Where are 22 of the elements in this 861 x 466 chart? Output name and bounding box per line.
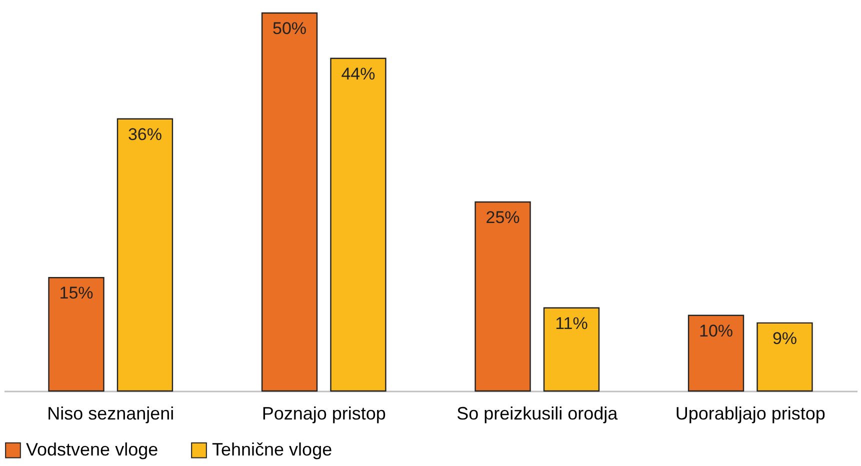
legend-label: Tehnične vloge: [212, 439, 332, 460]
x-tick-label: So preizkusili orodja: [456, 404, 619, 424]
bar: [688, 314, 744, 392]
bar: [330, 58, 386, 392]
bar: [48, 277, 104, 392]
data-label: 36%: [128, 124, 162, 144]
data-label: 50%: [272, 19, 307, 38]
data-label: 44%: [341, 64, 376, 84]
data-label: 10%: [699, 321, 734, 340]
bar: [116, 118, 174, 392]
bar: [474, 201, 531, 392]
x-tick-label: Poznajo pristop: [262, 404, 386, 424]
legend-label: Vodstvene vloge: [26, 439, 158, 460]
data-label: 11%: [555, 314, 588, 333]
bar: [543, 307, 600, 392]
bar: [756, 322, 813, 392]
bar: [261, 12, 318, 392]
x-tick-label: Niso seznanjeni: [47, 404, 174, 424]
x-tick-label: Uporabljajo pristop: [675, 404, 826, 424]
data-label: 15%: [59, 284, 94, 303]
data-label: 9%: [772, 328, 798, 348]
data-label: 25%: [486, 208, 520, 227]
